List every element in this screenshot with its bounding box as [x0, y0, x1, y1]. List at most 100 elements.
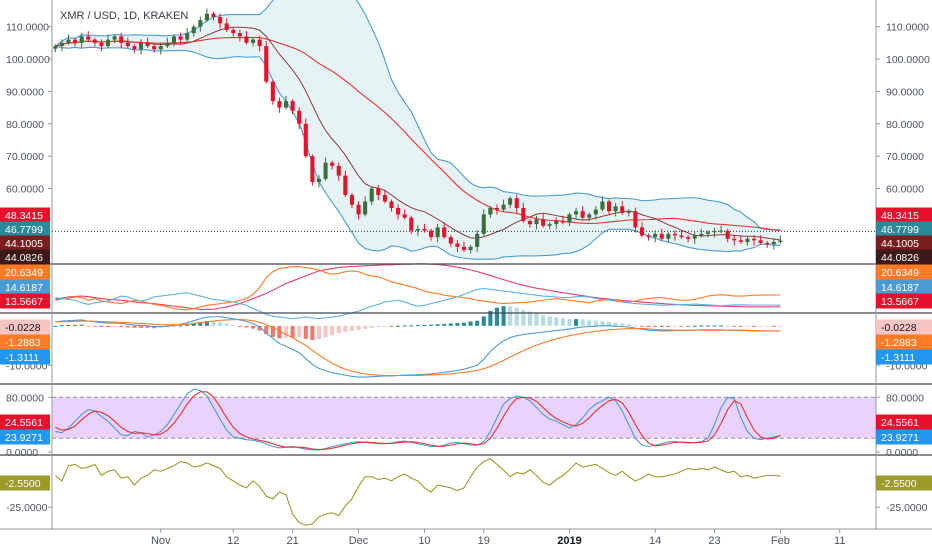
- candle-body[interactable]: [86, 36, 91, 40]
- candle-body[interactable]: [145, 42, 150, 47]
- candle-body[interactable]: [59, 42, 64, 47]
- candle-body[interactable]: [297, 110, 302, 124]
- candle-body[interactable]: [119, 36, 124, 43]
- candle-body[interactable]: [290, 101, 295, 111]
- candle-body[interactable]: [231, 29, 236, 34]
- candle-body[interactable]: [547, 224, 552, 226]
- candle-body[interactable]: [567, 214, 572, 223]
- candle-body[interactable]: [732, 238, 737, 241]
- candle-body[interactable]: [620, 206, 625, 213]
- candle-body[interactable]: [448, 237, 453, 244]
- candle-body[interactable]: [672, 233, 677, 236]
- candle-body[interactable]: [376, 188, 381, 196]
- candle-body[interactable]: [138, 42, 144, 50]
- candle-body[interactable]: [224, 23, 229, 30]
- candle-body[interactable]: [679, 235, 684, 238]
- candle-body[interactable]: [514, 198, 519, 208]
- candle-body[interactable]: [244, 36, 249, 43]
- candle-body[interactable]: [653, 233, 658, 238]
- candle-body[interactable]: [745, 238, 750, 242]
- candle-body[interactable]: [593, 209, 598, 215]
- candle-body[interactable]: [501, 204, 506, 210]
- candle-body[interactable]: [626, 211, 631, 213]
- candle-body[interactable]: [323, 162, 328, 179]
- candle-body[interactable]: [185, 33, 190, 40]
- candle-body[interactable]: [415, 229, 420, 231]
- candle-body[interactable]: [178, 36, 183, 40]
- candle-body[interactable]: [527, 220, 532, 225]
- candle-body[interactable]: [633, 211, 638, 228]
- candle-body[interactable]: [738, 240, 743, 242]
- candle-body[interactable]: [639, 227, 645, 236]
- candle-body[interactable]: [554, 220, 559, 225]
- candle-body[interactable]: [646, 235, 651, 238]
- candle-body[interactable]: [112, 36, 117, 40]
- candle-body[interactable]: [363, 201, 368, 215]
- candle-body[interactable]: [316, 178, 322, 183]
- candle-body[interactable]: [422, 229, 427, 231]
- candle-body[interactable]: [257, 39, 262, 47]
- candle-body[interactable]: [461, 246, 467, 251]
- candle-body[interactable]: [666, 233, 671, 239]
- candle-body[interactable]: [534, 219, 539, 225]
- candle-body[interactable]: [475, 233, 480, 247]
- candle-body[interactable]: [580, 211, 585, 218]
- candle-body[interactable]: [336, 165, 341, 176]
- candle-body[interactable]: [725, 230, 730, 239]
- candle-body[interactable]: [752, 238, 757, 241]
- candle-body[interactable]: [521, 207, 526, 221]
- candle-body[interactable]: [152, 46, 157, 50]
- candle-body[interactable]: [692, 235, 697, 239]
- candle-body[interactable]: [165, 42, 170, 47]
- candle-body[interactable]: [574, 211, 579, 215]
- candle-body[interactable]: [330, 162, 335, 166]
- candle-body[interactable]: [758, 240, 763, 243]
- candle-body[interactable]: [204, 13, 209, 21]
- candle-body[interactable]: [442, 227, 447, 238]
- candle-body[interactable]: [237, 33, 242, 37]
- candle-body[interactable]: [600, 201, 605, 210]
- candle-body[interactable]: [158, 46, 163, 50]
- candle-body[interactable]: [686, 237, 691, 239]
- candle-body[interactable]: [659, 233, 664, 239]
- candle-body[interactable]: [343, 175, 348, 196]
- candle-body[interactable]: [198, 20, 203, 27]
- candle-body[interactable]: [396, 207, 401, 215]
- candle-body[interactable]: [99, 42, 104, 47]
- candle-body[interactable]: [191, 26, 196, 34]
- candle-body[interactable]: [765, 242, 770, 245]
- candles-layer[interactable]: [53, 8, 783, 254]
- candle-body[interactable]: [613, 206, 618, 212]
- candle-body[interactable]: [435, 227, 440, 238]
- candle-body[interactable]: [508, 198, 513, 205]
- candle-body[interactable]: [481, 214, 486, 234]
- candle-body[interactable]: [92, 39, 97, 43]
- candle-body[interactable]: [488, 207, 493, 215]
- candle-body[interactable]: [699, 233, 704, 236]
- candle-body[interactable]: [705, 232, 710, 234]
- candle-body[interactable]: [389, 201, 394, 208]
- candle-body[interactable]: [310, 156, 315, 183]
- candle-body[interactable]: [771, 241, 776, 245]
- candle-body[interactable]: [218, 16, 223, 24]
- candle-body[interactable]: [251, 39, 256, 43]
- candle-body[interactable]: [712, 231, 717, 233]
- candle-body[interactable]: [264, 46, 269, 82]
- candle-body[interactable]: [468, 246, 473, 251]
- candle-body[interactable]: [587, 214, 592, 218]
- candle-body[interactable]: [369, 188, 374, 202]
- candle-body[interactable]: [73, 39, 78, 43]
- candle-body[interactable]: [53, 46, 58, 49]
- candle-body[interactable]: [402, 214, 407, 218]
- candle-body[interactable]: [455, 243, 460, 247]
- candle-body[interactable]: [277, 101, 282, 108]
- candle-body[interactable]: [494, 207, 500, 210]
- candle-body[interactable]: [719, 230, 724, 232]
- candle-body[interactable]: [125, 42, 130, 47]
- candle-body[interactable]: [303, 123, 308, 157]
- candle-body[interactable]: [409, 217, 414, 231]
- candle-body[interactable]: [66, 39, 71, 43]
- candle-body[interactable]: [606, 201, 612, 212]
- candle-body[interactable]: [171, 36, 176, 43]
